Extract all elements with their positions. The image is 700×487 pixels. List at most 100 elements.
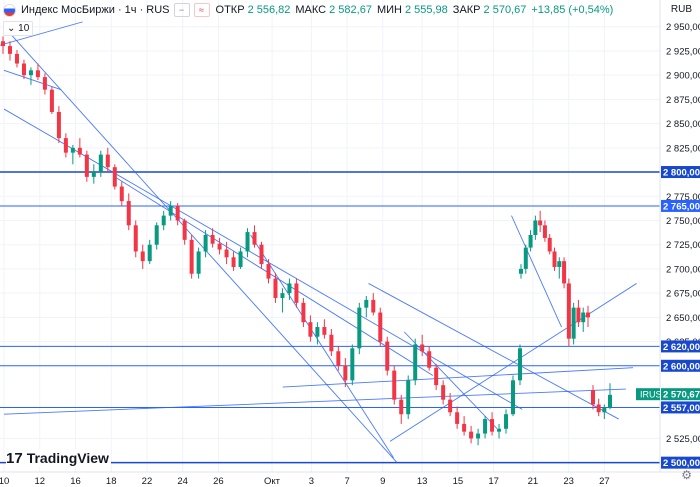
candle-body	[511, 380, 516, 415]
candle-body	[161, 215, 166, 226]
candle-body	[576, 307, 581, 323]
candle-body	[523, 247, 528, 269]
price-tick-label: 2 750,00	[666, 216, 700, 227]
candle-body	[596, 404, 601, 413]
high-label: МАКС	[295, 4, 327, 16]
open-label: ОТКР	[215, 4, 245, 16]
candle-body	[7, 46, 12, 54]
price-axis[interactable]: 2 950,00 2 925,00 2 900,00 2 875,00 2 850,00…	[636, 22, 700, 469]
candle-body	[602, 407, 607, 413]
candle-body	[56, 111, 61, 139]
price-label-text: 2 620,00	[663, 342, 700, 353]
candle-body	[63, 138, 68, 153]
candle-body	[586, 312, 590, 318]
candle-body	[112, 167, 117, 187]
candle-body	[399, 399, 404, 415]
candle-body	[266, 264, 271, 279]
candle-body	[434, 367, 439, 386]
candle-body	[571, 307, 576, 339]
settings-gear-icon[interactable]: ⚙	[681, 468, 692, 482]
minus-icon[interactable]: −	[173, 3, 190, 17]
candle-body	[357, 307, 362, 349]
price-label-box	[661, 388, 700, 401]
price-tick-label: 2 850,00	[666, 119, 700, 130]
candle-body	[154, 225, 159, 245]
close-label: ЗАКР	[452, 4, 481, 16]
candle-body	[252, 232, 257, 245]
candle-body	[35, 70, 40, 78]
candle-body	[224, 249, 229, 258]
tradingview-logo[interactable]: 17 TradingView	[6, 449, 111, 467]
candle-body	[217, 243, 222, 250]
price-tick-label: 2 650,00	[666, 313, 700, 324]
candle-body	[280, 293, 285, 298]
candle-body	[119, 186, 124, 202]
candle-body	[42, 77, 47, 90]
low-label: МИН	[376, 4, 402, 16]
candle-body	[343, 365, 348, 381]
candle-body	[469, 431, 474, 439]
candle-body	[336, 351, 341, 366]
candle-body	[1, 41, 5, 47]
candle-body	[483, 419, 488, 434]
candle-body	[476, 433, 481, 439]
price-tick-label: 2 525,00	[666, 434, 700, 445]
candle-body	[542, 225, 547, 238]
trend-line	[403, 331, 498, 430]
candle-body	[287, 283, 292, 294]
candle-body	[608, 394, 612, 408]
candle-body	[441, 385, 446, 400]
time-axis[interactable]: 10 12 16 18 22 24 26 Окт 3 7 9 13 15 17 21 23 27	[0, 476, 610, 487]
time-tick-label: 17	[488, 476, 499, 487]
candle-body	[14, 53, 19, 64]
trend-line	[3, 388, 626, 415]
symbol-header: Индекс МосБиржи · 1ч · RUS − ≈ ОТКР 2 556…	[0, 0, 660, 20]
trend-line	[389, 283, 637, 442]
candle-body	[70, 147, 75, 153]
price-tick-label: 2 900,00	[666, 71, 700, 82]
candle-body	[133, 225, 138, 252]
russia-flag-icon	[3, 3, 16, 17]
candle-body	[406, 380, 411, 415]
change-value: +13,85 (+0,54%)	[531, 4, 614, 16]
time-tick-label: 21	[528, 476, 539, 487]
trend-lines[interactable]	[0, 21, 637, 463]
price-label-box	[661, 401, 700, 414]
candle-series	[1, 36, 612, 446]
price-label-text: 2 600,00	[663, 361, 700, 372]
price-tick-label: 2 925,00	[666, 46, 700, 57]
interval-toggle[interactable]: ⌄ 10	[3, 21, 34, 36]
candle-body	[322, 327, 327, 335]
candle-body	[591, 390, 595, 405]
currency-label[interactable]: RUB	[670, 4, 692, 15]
wave-icon[interactable]: ≈	[193, 3, 210, 17]
candle-body	[91, 172, 96, 177]
candle-body	[98, 154, 103, 173]
candle-body	[557, 261, 562, 267]
time-tick-label: 12	[34, 476, 45, 487]
candle-body	[462, 423, 467, 432]
candle-body	[562, 261, 567, 284]
candle-body	[371, 299, 376, 313]
price-tick-label: 2 725,00	[666, 240, 700, 251]
candle-body	[519, 268, 523, 274]
candle-body	[147, 244, 152, 262]
candle-body	[308, 322, 313, 337]
candle-body	[448, 399, 453, 413]
symbol-tag-text: IRUS	[640, 390, 662, 400]
price-tick-label: 2 675,00	[666, 289, 700, 300]
candle-body	[392, 370, 397, 400]
candle-body	[175, 205, 180, 221]
candle-body	[238, 251, 243, 267]
candle-body	[413, 344, 418, 381]
time-tick-label: 22	[142, 476, 153, 487]
candle-body	[581, 312, 586, 323]
time-tick-label: 3	[309, 476, 314, 487]
price-label-box	[661, 166, 700, 179]
candle-body	[497, 428, 502, 432]
time-tick-label: 16	[70, 476, 81, 487]
symbol-title[interactable]: Индекс МосБиржи · 1ч · RUS	[21, 4, 170, 16]
price-label-box	[661, 340, 700, 353]
price-label-text: 2 765,00	[663, 201, 700, 212]
